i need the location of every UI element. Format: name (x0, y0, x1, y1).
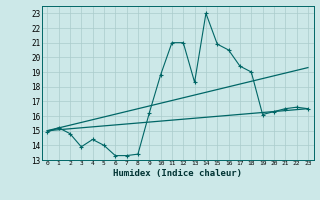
X-axis label: Humidex (Indice chaleur): Humidex (Indice chaleur) (113, 169, 242, 178)
